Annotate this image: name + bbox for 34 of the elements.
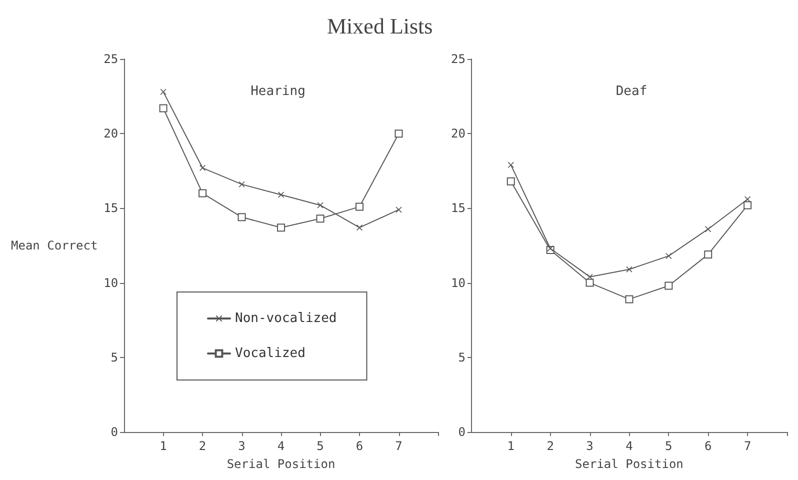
legend-label: Non-vocalized <box>235 311 337 326</box>
y-tick-label: 0 <box>110 425 118 439</box>
y-tick-label: 25 <box>450 52 466 66</box>
x-tick-label: 7 <box>744 439 752 453</box>
y-tick-label: 15 <box>450 201 466 216</box>
text: Deaf <box>616 84 648 99</box>
x-tick-label: 1 <box>160 439 167 453</box>
y-tick-label: 20 <box>450 126 466 141</box>
x-tick-label: 5 <box>665 439 672 453</box>
y-tick-label: 20 <box>104 126 118 141</box>
y-tick-label: 10 <box>104 276 118 290</box>
y-tick-label: 15 <box>104 201 118 216</box>
y-tick-label: 5 <box>458 350 466 364</box>
x-tick-label: 2 <box>546 439 554 453</box>
y-axis-title: Mean Correct <box>10 238 98 252</box>
x-tick-label: 4 <box>277 439 285 453</box>
y-tick-label: 25 <box>104 52 118 66</box>
chart-title: Mixed Lists <box>327 14 433 38</box>
x-tick-label: 1 <box>507 439 515 453</box>
y-tick-label: 0 <box>458 425 466 439</box>
x-tick-label: 2 <box>198 439 206 453</box>
y-tick-label: 5 <box>110 350 118 364</box>
x-tick-label: 7 <box>395 439 402 453</box>
x-axis-title: Serial Position <box>226 457 336 471</box>
legend-label: Vocalized <box>235 346 306 361</box>
text: Hearing <box>250 84 306 99</box>
x-tick-label: 6 <box>704 439 712 453</box>
x-axis-title: Serial Position <box>575 457 684 471</box>
y-tick-label: 10 <box>450 276 466 290</box>
x-tick-label: 4 <box>626 439 633 453</box>
x-tick-label: 3 <box>586 439 594 453</box>
x-tick-label: 5 <box>316 439 324 453</box>
x-tick-label: 3 <box>238 439 246 453</box>
x-tick-label: 6 <box>356 439 364 453</box>
